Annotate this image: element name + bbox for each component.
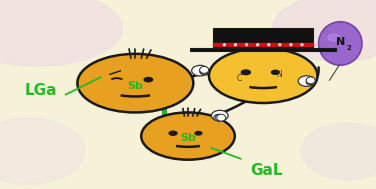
- Bar: [190, 48, 337, 51]
- Circle shape: [301, 44, 303, 46]
- Bar: [213, 43, 313, 46]
- Ellipse shape: [328, 34, 340, 41]
- Ellipse shape: [0, 0, 122, 66]
- Ellipse shape: [306, 77, 315, 84]
- Ellipse shape: [306, 78, 315, 85]
- Ellipse shape: [306, 78, 315, 84]
- Bar: [213, 28, 313, 48]
- Text: N: N: [336, 37, 345, 47]
- Text: C: C: [236, 74, 241, 83]
- Circle shape: [246, 44, 247, 46]
- Text: 2: 2: [346, 45, 351, 51]
- Ellipse shape: [200, 68, 209, 75]
- Circle shape: [268, 44, 270, 46]
- Circle shape: [235, 44, 237, 46]
- Ellipse shape: [144, 77, 153, 82]
- Circle shape: [290, 44, 292, 46]
- Ellipse shape: [217, 114, 226, 121]
- Circle shape: [223, 44, 225, 46]
- Ellipse shape: [298, 76, 315, 86]
- Ellipse shape: [169, 131, 177, 135]
- Ellipse shape: [273, 0, 376, 61]
- Ellipse shape: [318, 22, 362, 65]
- Ellipse shape: [192, 65, 208, 76]
- Ellipse shape: [215, 114, 224, 121]
- Circle shape: [279, 44, 281, 46]
- Ellipse shape: [200, 67, 209, 73]
- Ellipse shape: [211, 110, 228, 121]
- Ellipse shape: [271, 70, 279, 74]
- Ellipse shape: [209, 48, 317, 103]
- Text: Sb: Sb: [180, 133, 196, 143]
- Ellipse shape: [241, 70, 250, 75]
- Text: Sb: Sb: [127, 81, 143, 91]
- Ellipse shape: [77, 54, 193, 112]
- Text: N: N: [277, 70, 282, 79]
- Circle shape: [257, 44, 259, 46]
- Text: LGa: LGa: [24, 83, 57, 98]
- Ellipse shape: [141, 112, 235, 160]
- Ellipse shape: [301, 123, 376, 180]
- Ellipse shape: [200, 67, 209, 74]
- Text: GaL: GaL: [250, 163, 282, 178]
- Ellipse shape: [214, 114, 223, 121]
- Ellipse shape: [195, 132, 202, 135]
- Ellipse shape: [0, 118, 85, 184]
